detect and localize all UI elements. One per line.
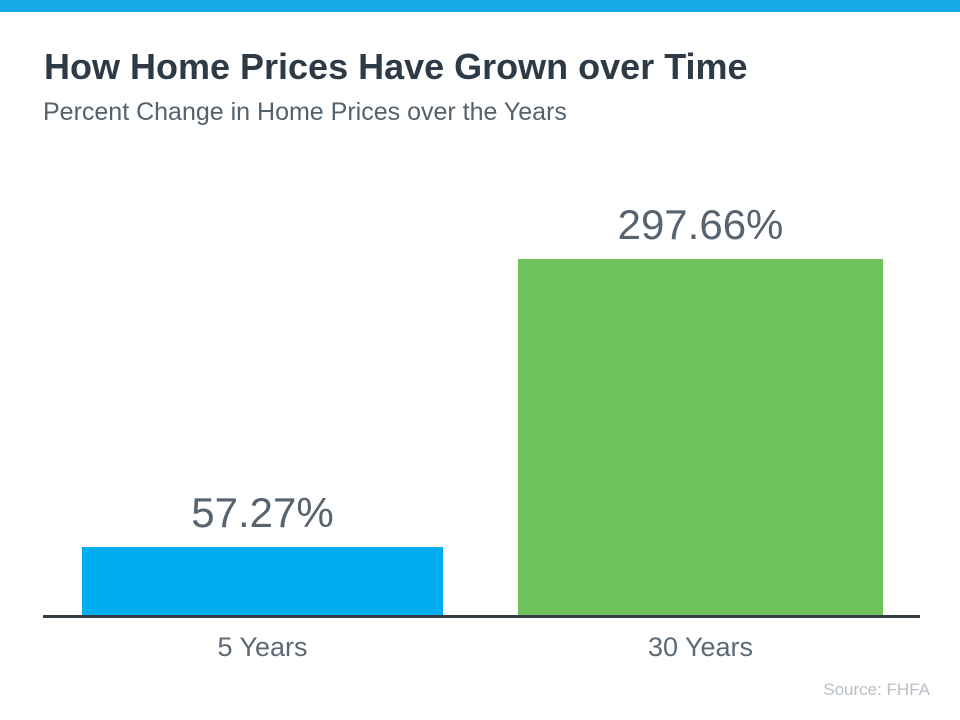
bar-chart: 57.27% 297.66% bbox=[43, 200, 920, 618]
x-axis-line bbox=[43, 615, 920, 618]
page-title: How Home Prices Have Grown over Time bbox=[44, 46, 748, 87]
page-subtitle: Percent Change in Home Prices over the Y… bbox=[43, 98, 567, 126]
value-label-5-years: 57.27% bbox=[191, 489, 334, 536]
bar-30-years bbox=[518, 259, 883, 615]
value-label-30-years: 297.66% bbox=[617, 201, 784, 248]
category-label-5-years: 5 Years bbox=[217, 632, 308, 662]
top-accent-bar bbox=[0, 0, 960, 12]
bar-5-years bbox=[82, 547, 443, 615]
source-caption: Source: FHFA bbox=[823, 680, 930, 699]
category-label-30-years: 30 Years bbox=[647, 632, 754, 662]
bar-group-5-years: 57.27% bbox=[82, 492, 443, 615]
bar-group-30-years: 297.66% bbox=[518, 204, 883, 615]
